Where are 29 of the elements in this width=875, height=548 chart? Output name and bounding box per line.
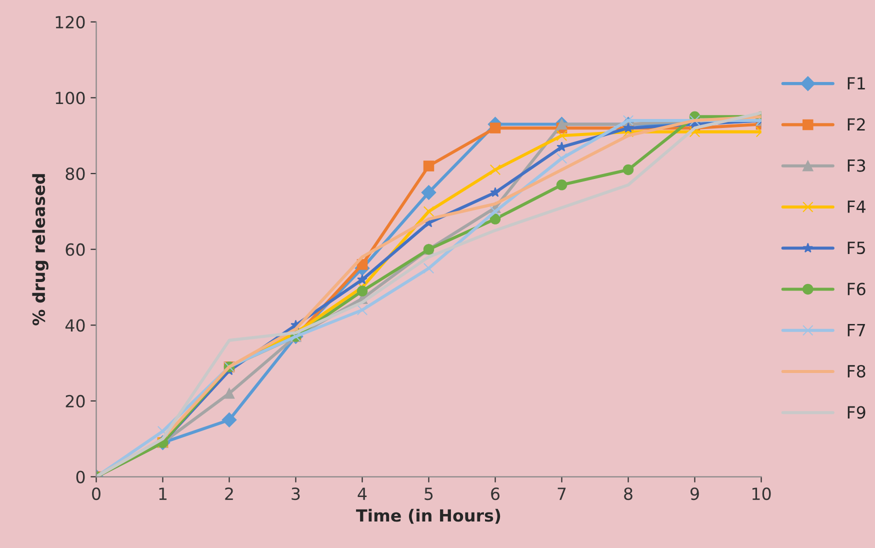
x-tick-label: 4 [358, 488, 367, 500]
x-tick-label: 0 [92, 487, 100, 500]
legend-label: F5 [848, 242, 865, 254]
x-tick-label: 8 [624, 487, 632, 500]
x-tick-label: 3 [292, 487, 300, 500]
legend-label: F3 [848, 159, 866, 172]
x-tick-label: 5 [424, 488, 433, 500]
legend-label: F9 [848, 406, 866, 419]
x-tick-label: 2 [225, 487, 233, 500]
legend-label: F2 [848, 118, 865, 131]
y-tick-label: 40 [65, 319, 85, 332]
legend-label: F7 [848, 324, 865, 336]
x-tick-label: 6 [491, 487, 500, 500]
y-tick-label: 60 [66, 243, 85, 256]
y-tick-label: 20 [66, 394, 85, 408]
y-axis-title: % drug released [32, 174, 48, 326]
legend-label: F6 [848, 282, 866, 296]
x-tick-label: 10 [752, 487, 771, 500]
y-tick-label: 100 [56, 92, 85, 104]
legend-label: F4 [848, 200, 866, 213]
legend-label: F1 [848, 77, 865, 90]
x-tick-label: 9 [690, 487, 699, 500]
y-tick-label: 120 [56, 16, 85, 28]
y-tick-label: 0 [76, 470, 85, 484]
legend-label: F8 [848, 364, 866, 378]
y-tick-label: 80 [66, 167, 85, 180]
x-tick-label: 7 [558, 488, 566, 500]
x-axis-title: Time (in Hours) [356, 508, 500, 524]
x-tick-label: 1 [159, 488, 167, 500]
